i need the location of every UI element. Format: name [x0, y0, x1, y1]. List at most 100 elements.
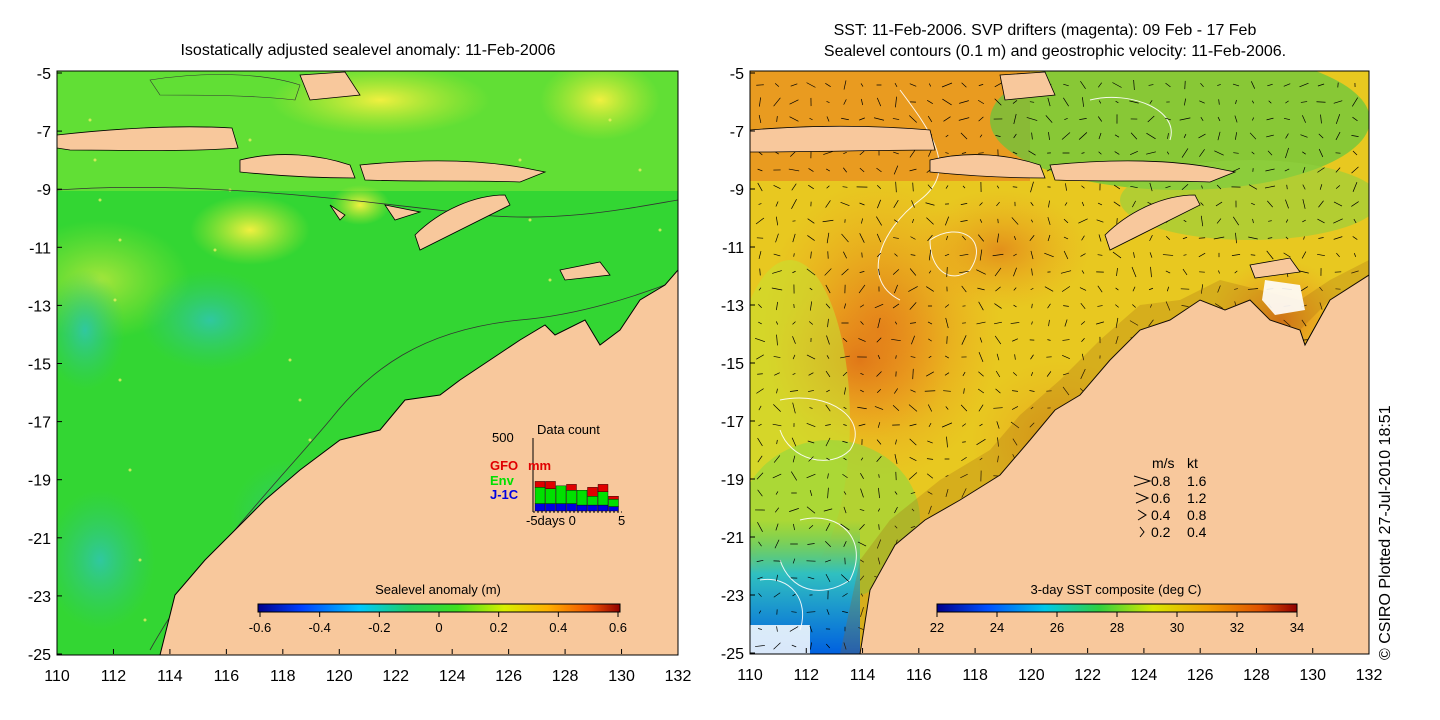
velocity-arrow — [1011, 390, 1019, 392]
velocity-arrow — [860, 606, 864, 618]
velocity-arrow — [1096, 321, 1104, 325]
velocity-arrow — [1063, 305, 1069, 307]
velocity-arrow — [892, 303, 900, 309]
velocity-arrow — [1198, 133, 1206, 139]
velocity-arrow — [1031, 303, 1033, 309]
velocity-arrow — [1113, 201, 1121, 207]
velocity-arrow — [1200, 284, 1204, 294]
inset-bar-gfo — [587, 487, 598, 497]
velocity-arrow — [977, 287, 985, 291]
velocity-arrow — [772, 270, 782, 274]
right-panel-title-1: SST: 11-Feb-2006. SVP drifters (magenta)… — [834, 22, 1257, 39]
velocity-arrow — [979, 423, 983, 427]
left-x-axis: 110 112 114 116 118 120 122 124 126 128 130 132 — [44, 649, 691, 685]
velocity-arrow — [979, 202, 983, 206]
velocity-arrow — [1030, 219, 1034, 223]
velocity-arrow — [1247, 288, 1259, 290]
velocity-arrow — [1352, 116, 1358, 122]
velocity-arrow — [1352, 150, 1358, 156]
velocity-arrow — [876, 233, 882, 243]
velocity-arrow — [758, 405, 762, 411]
velocity-arrow — [791, 183, 797, 191]
velocity-arrow — [858, 284, 866, 294]
velocity-arrow — [1062, 386, 1070, 396]
velocity-arrow — [946, 235, 948, 241]
velocity-legend-ms: 0.2 — [1151, 524, 1171, 540]
velocity-legend-ms: 0.8 — [1151, 473, 1171, 489]
velocity-arrow — [878, 268, 880, 276]
velocity-arrow — [757, 455, 763, 463]
velocity-arrow — [944, 216, 950, 226]
velocity-arrow — [823, 508, 833, 512]
velocity-arrow — [1252, 218, 1254, 224]
velocity-arrow — [1146, 132, 1156, 140]
velocity-legend-arrow — [1135, 492, 1150, 504]
velocity-arrow — [1183, 133, 1187, 139]
x-tick-label: 114 — [157, 668, 183, 685]
velocity-arrow — [876, 456, 882, 462]
velocity-arrow — [994, 321, 1002, 325]
velocity-arrow — [945, 152, 949, 154]
velocity-arrow — [960, 404, 968, 412]
velocity-arrow — [1336, 252, 1340, 258]
velocity-arrow — [976, 321, 986, 325]
velocity-arrow — [775, 216, 779, 226]
velocity-arrow — [946, 436, 948, 448]
velocity-arrow — [1065, 183, 1067, 191]
velocity-arrow — [1149, 100, 1153, 104]
velocity-arrow — [1235, 232, 1237, 244]
velocity-arrow — [994, 82, 1002, 88]
velocity-arrow — [758, 321, 762, 325]
velocity-arrow — [1318, 200, 1324, 208]
velocity-arrow — [1080, 302, 1086, 310]
velocity-arrow — [1030, 406, 1034, 410]
velocity-arrow — [979, 337, 983, 343]
velocity-arrow — [756, 354, 764, 360]
velocity-arrow — [840, 355, 850, 359]
velocity-arrow — [944, 372, 950, 376]
velocity-arrow — [775, 233, 779, 243]
velocity-arrow — [1351, 201, 1359, 207]
velocity-arrow — [1167, 286, 1169, 292]
velocity-arrow — [824, 268, 832, 276]
velocity-arrow — [1115, 304, 1119, 308]
velocity-arrow — [755, 645, 765, 647]
velocity-arrow — [825, 370, 831, 378]
velocity-arrow — [1234, 288, 1238, 290]
right-colorbar: 3-day SST composite (deg C) 22 24 26 28 30 32… — [930, 582, 1304, 635]
velocity-arrow — [806, 82, 816, 88]
left-map-field — [57, 71, 678, 655]
velocity-arrow — [1063, 97, 1069, 107]
velocity-arrow — [806, 611, 816, 613]
velocity-arrow — [1200, 82, 1204, 88]
velocity-legend-kt: 0.8 — [1187, 507, 1207, 523]
velocity-arrow — [843, 303, 847, 309]
x-tick-label: 116 — [214, 668, 240, 685]
velocity-arrow — [926, 371, 934, 377]
velocity-arrow — [1252, 117, 1254, 121]
velocity-arrow — [859, 509, 865, 511]
velocity-arrow — [1248, 184, 1258, 190]
inset-x-label: -5days 0 — [526, 513, 576, 528]
velocity-arrow — [827, 318, 829, 328]
velocity-arrow — [776, 626, 778, 632]
velocity-arrow — [1062, 372, 1070, 376]
velocity-arrow — [927, 440, 933, 444]
velocity-arrow — [859, 233, 865, 243]
colorbar-tick-label: 0.2 — [490, 620, 508, 635]
velocity-arrow — [1013, 133, 1017, 139]
velocity-arrow — [877, 317, 881, 329]
velocity-arrow — [1214, 150, 1224, 156]
y-tick-label: -11 — [722, 240, 744, 257]
velocity-arrow — [756, 560, 764, 562]
right-colorbar-title: 3-day SST composite (deg C) — [1031, 582, 1202, 597]
velocity-arrow — [1184, 98, 1186, 106]
velocity-arrow — [758, 593, 762, 597]
velocity-arrow — [892, 269, 900, 275]
velocity-arrow — [1165, 270, 1171, 274]
velocity-arrow — [1268, 220, 1272, 222]
velocity-arrow — [909, 115, 917, 123]
velocity-arrow — [1028, 150, 1036, 156]
velocity-arrow — [809, 407, 813, 409]
velocity-arrow — [1081, 338, 1085, 342]
